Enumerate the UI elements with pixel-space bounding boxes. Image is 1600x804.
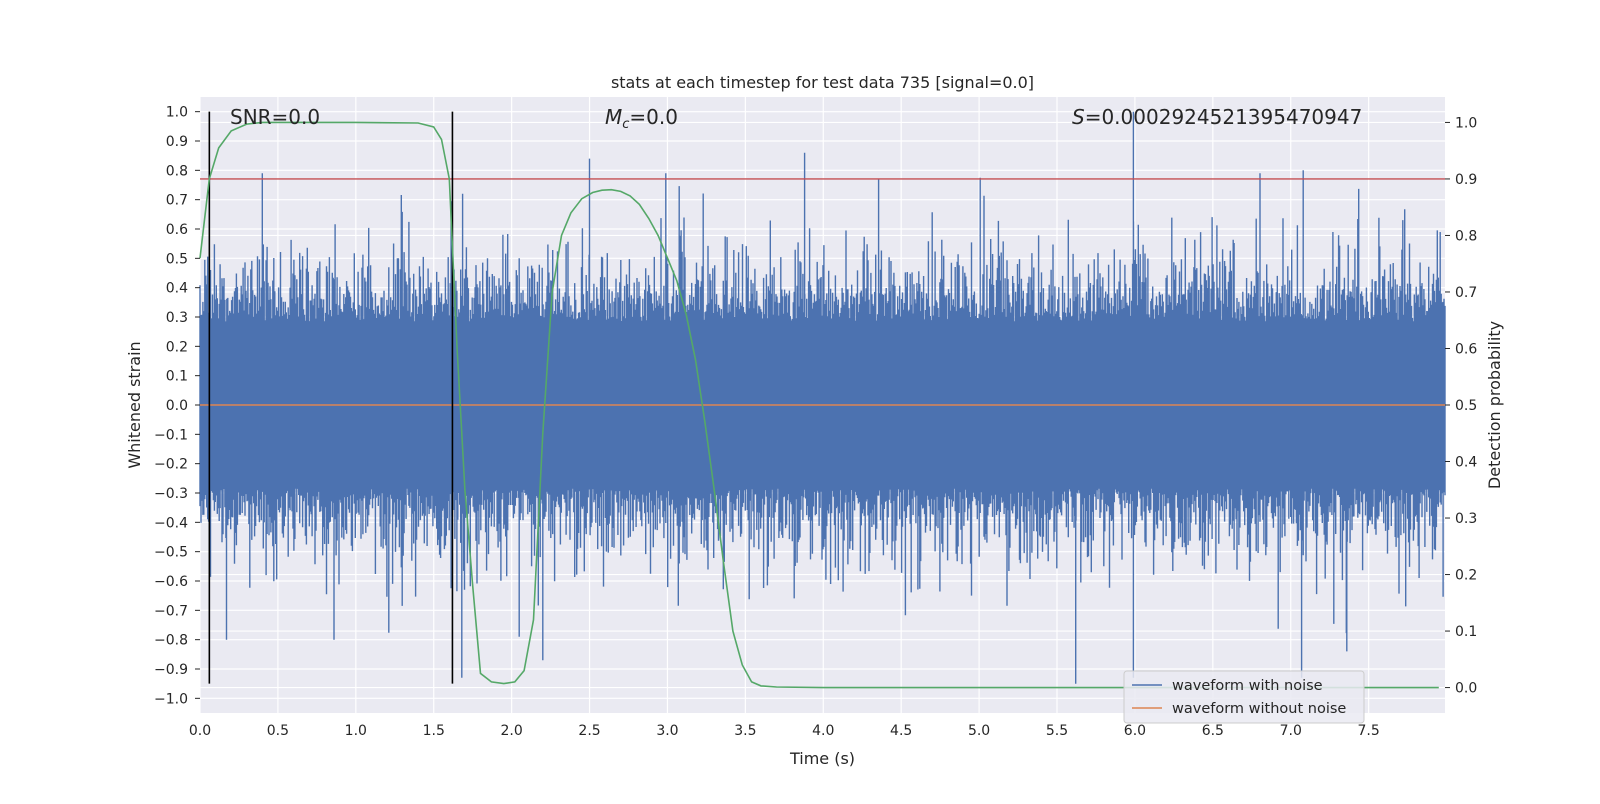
legend: waveform with noise waveform without noi…	[1123, 670, 1365, 724]
y-tick-label: 0.4	[166, 281, 188, 297]
x-tick-label: 7.5	[1358, 723, 1380, 739]
x-tick-label: 3.5	[734, 723, 756, 739]
x-tick-label: 1.0	[345, 723, 367, 739]
x-tick-label: 6.0	[1124, 723, 1146, 739]
y-right-tick-label: 0.2	[1455, 568, 1477, 584]
legend-label-without-noise: waveform without noise	[1172, 701, 1346, 717]
y-right-tick-label: 0.7	[1455, 285, 1477, 301]
mc-subscript: c	[622, 117, 629, 132]
x-tick-label: 0.5	[267, 723, 289, 739]
y-tick-label: 0.7	[166, 193, 188, 209]
x-tick-label: 7.0	[1280, 723, 1302, 739]
y-tick-label: 0.8	[166, 163, 188, 179]
y-tick-label: 0.3	[166, 310, 188, 326]
chirp-mass-annotation: Mc=0.0	[605, 105, 678, 132]
s-annotation: S=0.00029245213954709​47	[1072, 105, 1362, 129]
x-tick-label: 2.0	[501, 723, 523, 739]
axes: 0.0 0.5 1.0 1.5 2.0 2.5 3.0 3.5 4.0 4.5 5.0 5.5 6.0 6…	[154, 105, 1477, 739]
x-tick-label: 3.0	[656, 723, 678, 739]
legend-box	[1123, 670, 1365, 724]
y-right-tick-label: 0.3	[1455, 511, 1477, 527]
overlays	[199, 111, 1445, 689]
y-tick-label: −0.4	[154, 515, 188, 531]
x-tick-label: 5.5	[1046, 723, 1068, 739]
y-tick-label: −0.1	[154, 427, 188, 443]
y-right-tick-label: 0.4	[1455, 455, 1477, 471]
y-tick-label: 0.0	[166, 398, 188, 414]
chart-title: stats at each timestep for test data 735…	[611, 73, 1034, 92]
y-tick-label: 0.5	[166, 251, 188, 267]
x-tick-label: 6.5	[1202, 723, 1224, 739]
y-right-tick-label: 0.9	[1455, 172, 1477, 188]
x-tick-label: 1.5	[423, 723, 445, 739]
x-tick-label: 4.5	[890, 723, 912, 739]
y-right-tick-label: 0.6	[1455, 341, 1477, 357]
legend-label-with-noise: waveform with noise	[1172, 678, 1323, 694]
y-right-tick-label: 0.5	[1455, 398, 1477, 414]
y-tick-label: 0.6	[166, 222, 188, 238]
y-right-tick-label: 1.0	[1455, 115, 1477, 131]
y-right-tick-label: 0.0	[1455, 681, 1477, 697]
y-tick-label: 1.0	[166, 105, 188, 121]
y-tick-label: −0.3	[154, 486, 188, 502]
y-axis-label-left: Whitened strain	[125, 341, 144, 468]
x-axis-label: Time (s)	[789, 749, 855, 768]
mc-symbol: M	[605, 105, 622, 129]
s-symbol: S	[1072, 105, 1085, 129]
x-tick-label: 5.0	[968, 723, 990, 739]
x-tick-label: 0.0	[189, 723, 211, 739]
series-detection-probability	[199, 121, 1439, 689]
y-tick-label: 0.2	[166, 339, 188, 355]
y-tick-label: 0.1	[166, 369, 188, 385]
y-tick-label: 0.9	[166, 134, 188, 150]
x-tick-label: 4.0	[812, 723, 834, 739]
y-tick-label: −0.2	[154, 457, 188, 473]
s-value: =0.00029245213954709​47	[1085, 105, 1363, 129]
y-tick-label: −0.9	[154, 662, 188, 678]
y-right-tick-label: 0.8	[1455, 228, 1477, 244]
y-tick-label: −1.0	[154, 691, 188, 707]
x-tick-label: 2.5	[578, 723, 600, 739]
snr-annotation: SNR=0.0	[230, 105, 320, 129]
y-right-tick-label: 0.1	[1455, 624, 1477, 640]
y-tick-label: −0.5	[154, 545, 188, 561]
mc-value: =0.0	[629, 105, 678, 129]
y-axis-label-right: Detection probability	[1485, 321, 1504, 489]
y-tick-label: −0.7	[154, 603, 188, 619]
y-tick-label: −0.6	[154, 574, 188, 590]
y-tick-label: −0.8	[154, 633, 188, 649]
